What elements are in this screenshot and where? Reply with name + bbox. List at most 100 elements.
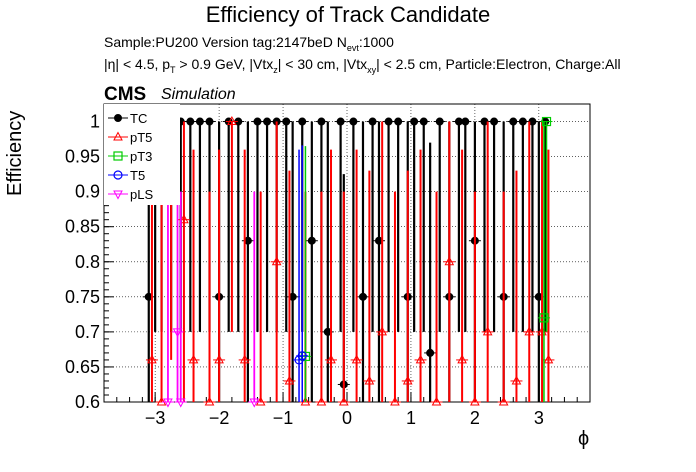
pt3-point (541, 116, 552, 127)
legend-marker-pls (113, 190, 123, 200)
y-tick-label: 0.65 (65, 357, 100, 377)
tc-point (426, 348, 435, 357)
x-tick-label: 0 (342, 408, 352, 428)
tc-point (317, 117, 326, 126)
y-tick-label: 0.8 (75, 252, 100, 272)
pt5-point (156, 396, 167, 406)
x-tick-label: −2 (209, 408, 230, 428)
vtxxy-subscript: xy (367, 64, 377, 75)
legend-marker-t5 (113, 170, 123, 180)
pt5-point (188, 354, 199, 364)
tc-point (368, 117, 377, 126)
sample-info-text: Sample:PU200 Version tag:2147beD N (104, 34, 347, 50)
tc-point (282, 117, 291, 126)
pt5-point (326, 354, 336, 364)
tc-point (394, 117, 403, 126)
pt5-point (431, 396, 442, 406)
tc-point (186, 117, 195, 126)
pt5-point (284, 375, 295, 385)
tc-point (509, 117, 518, 126)
nevt-value: :1000 (358, 34, 394, 50)
pt5-point (255, 396, 266, 406)
y-tick-label: 0.9 (75, 182, 100, 202)
tc-point (384, 117, 393, 126)
tc-point (461, 117, 470, 126)
tc-point (419, 117, 428, 126)
t5-point (294, 355, 304, 365)
selection-vtxz: | < 30 cm, |Vtx (277, 56, 368, 72)
pt5-point (524, 326, 535, 336)
y-tick-label: 0.6 (75, 392, 100, 412)
selection-tail: | < 2.5 cm, Particle:Electron, Charge:Al… (376, 56, 621, 72)
legend-label-tc: TC (130, 111, 147, 126)
pls-point (172, 328, 183, 338)
legend-label-t5: T5 (130, 168, 145, 183)
x-tick-label: 1 (406, 408, 416, 428)
tc-point (307, 236, 316, 245)
pt5-point (316, 396, 327, 406)
plot-frame (103, 103, 591, 403)
selection-info-line: |η| < 4.5, pT > 0.9 GeV, |Vtxz| < 30 cm,… (104, 56, 621, 75)
pt5-point (470, 396, 480, 406)
legend-marker-pt5 (113, 131, 123, 141)
legend-marker-tc (114, 114, 122, 122)
pls-point (249, 398, 260, 408)
legend-marker-pt3 (113, 151, 123, 161)
pt5-point (300, 396, 311, 406)
tc-point (205, 117, 214, 126)
pls-point (163, 398, 173, 408)
pt5-point (402, 375, 413, 385)
tc-point (195, 117, 204, 126)
pt5-point (457, 354, 467, 364)
cms-label: CMS (104, 84, 147, 105)
y-tick-label: 0.85 (65, 217, 100, 237)
pt5-point (179, 214, 189, 224)
pt5-point (377, 326, 388, 336)
legend-label-pt5: pT5 (130, 130, 152, 145)
tc-point (518, 117, 527, 126)
pt5-point (390, 396, 400, 406)
pt-subscript: T (170, 64, 176, 75)
pt5-point (227, 115, 237, 126)
pt5-point (444, 256, 455, 266)
nevt-subscript: evt (346, 42, 359, 53)
pt5-point (338, 396, 349, 406)
pt5-point (543, 354, 554, 364)
legend-label-pt3: pT3 (130, 149, 152, 164)
pt5-point (415, 354, 426, 364)
x-axis-label: ϕ (578, 428, 590, 450)
vtxz-subscript: z (273, 64, 278, 75)
selection-pt: > 0.9 GeV, |Vtx (175, 56, 274, 72)
tc-point (253, 117, 262, 126)
pt5-point (511, 375, 522, 385)
simulation-label: Simulation (161, 86, 236, 103)
pt5-point (482, 326, 493, 336)
y-tick-label: 0.95 (65, 147, 100, 167)
y-tick-label: 0.7 (75, 322, 100, 342)
tc-point (410, 117, 419, 126)
x-tick-label: −1 (273, 408, 294, 428)
tc-point (490, 117, 499, 126)
y-tick-label: 1 (90, 112, 100, 132)
pt5-point (239, 354, 250, 364)
pt3-point (539, 313, 549, 323)
legend-label-pls: pLS (130, 187, 153, 202)
chart-title: Efficiency of Track Candidate (205, 2, 491, 27)
pt5-point (271, 256, 282, 266)
pls-point (175, 398, 186, 408)
selection-eta: |η| < 4.5, p (104, 56, 171, 72)
pt5-point (204, 396, 215, 406)
pt5-point (214, 354, 224, 364)
tc-point (349, 117, 358, 126)
pt5-point (147, 354, 157, 364)
tc-point (298, 117, 307, 126)
tc-point (336, 117, 345, 126)
tc-point (263, 117, 272, 126)
pt5-point (498, 396, 509, 406)
pt5-point (351, 354, 362, 364)
sample-info-line: Sample:PU200 Version tag:2147beD Nevt:10… (104, 34, 394, 53)
y-tick-label: 0.75 (65, 287, 100, 307)
x-tick-label: 3 (534, 408, 544, 428)
tc-point (358, 292, 367, 301)
